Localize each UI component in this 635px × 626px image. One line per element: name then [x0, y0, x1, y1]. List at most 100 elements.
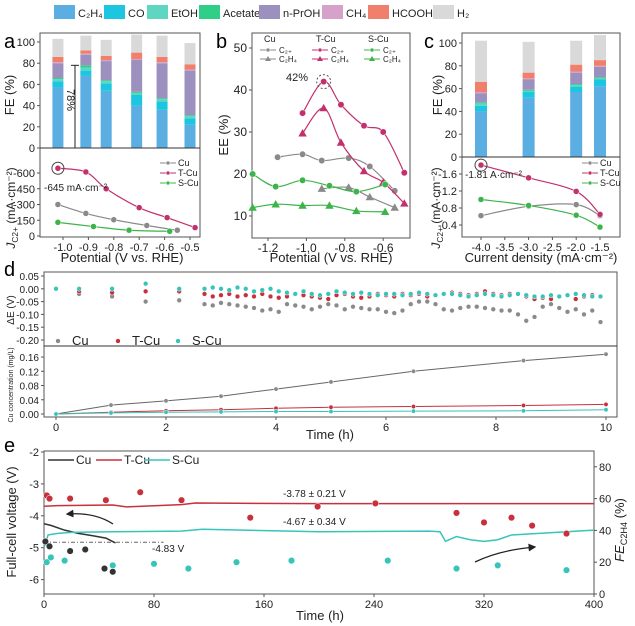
- conc-point-Cu: [603, 351, 609, 357]
- panel-d-conc-axis-title: Cu concentration (mg/L): [8, 347, 15, 422]
- de-point-S-Cu: [457, 292, 463, 298]
- de-point-S-Cu: [465, 293, 472, 300]
- panel-label-d: d: [4, 259, 15, 281]
- de-point-S-Cu: [556, 293, 562, 300]
- ee-point: [299, 176, 307, 184]
- de-point-S-Cu: [243, 286, 249, 292]
- panel-a-j-axis-title-sub: C2+: [10, 227, 20, 243]
- de-point-S-Cu: [581, 292, 587, 298]
- legend-label: Acetate: [223, 8, 260, 20]
- panel-c-j-axis-title-unit: (mA·cm⁻²): [429, 167, 443, 227]
- panel-e-v-tick-label: -5: [29, 543, 39, 555]
- ee-point: [390, 203, 399, 211]
- legend-marker: [165, 160, 171, 166]
- legend-marker: [165, 170, 171, 176]
- de-point-S-Cu: [597, 293, 604, 300]
- de-point-S-Cu: [523, 292, 529, 298]
- de-point-S-Cu: [424, 291, 430, 297]
- panel-d-x-tick-label: 0: [53, 422, 59, 434]
- bar-segment-1: [522, 92, 535, 98]
- bar-segment-1: [184, 118, 196, 125]
- panel-b-y-tick-label: 20: [234, 167, 248, 181]
- ee-point: [318, 157, 326, 165]
- fe-point-T-Cu: [136, 488, 144, 496]
- legend-label: EtOH: [171, 8, 198, 20]
- fe-point-S-Cu: [47, 553, 55, 561]
- de-point-Cu: [176, 297, 182, 303]
- de-point-Cu: [490, 306, 496, 312]
- conc-point-Cu: [521, 358, 526, 364]
- legend-marker: [317, 47, 323, 53]
- de-point-Cu: [366, 306, 373, 312]
- de-point-S-Cu: [251, 288, 257, 295]
- bar-segment-7: [80, 35, 92, 51]
- point-S-Cu: [525, 202, 532, 209]
- bar-segment-3: [156, 98, 168, 100]
- panel-a-x-tick-label: -0.5: [181, 242, 200, 254]
- panel-e-frame: [43, 450, 595, 595]
- panel-c-j-tick-label: -1.6: [438, 169, 457, 181]
- ee-point: [400, 199, 409, 207]
- ee-point: [325, 201, 334, 209]
- de-point-Cu: [523, 318, 529, 324]
- de-point-S-Cu: [507, 292, 513, 298]
- de-point-S-Cu: [449, 291, 455, 297]
- legend-label: S-Cu: [192, 333, 222, 348]
- de-point-Cu: [391, 310, 397, 316]
- bar-segment-2: [156, 99, 168, 102]
- legend-swatch-4: [259, 5, 280, 19]
- de-point-Cu: [358, 305, 364, 311]
- legend-swatch-5: [322, 5, 343, 19]
- panel-c-j-tick-label: -0.8: [438, 203, 457, 215]
- de-point-Cu: [276, 309, 282, 315]
- panel-e-x-tick-label: 160: [255, 599, 273, 611]
- bar-segment-0: [80, 75, 92, 148]
- de-point-Cu: [284, 301, 290, 307]
- annotation-s-cu: -4.67 ± 0.34 V: [283, 517, 346, 528]
- bar-segment-2: [594, 78, 606, 80]
- bar-segment-6: [570, 64, 583, 72]
- de-point-S-Cu: [375, 292, 381, 298]
- bar-segment-7: [100, 39, 112, 56]
- conc-point-T-Cu: [603, 401, 609, 407]
- panel-b-y-axis-title: EE (%): [216, 114, 231, 155]
- panel-a-x-tick-label: -1.0: [54, 242, 73, 254]
- legend-label: T-Cu: [178, 168, 198, 178]
- point-S-Cu: [477, 196, 485, 203]
- bar-segment-3: [52, 78, 64, 80]
- ee-point: [249, 170, 257, 178]
- de-point-S-Cu: [276, 288, 282, 295]
- de-point-Cu: [573, 306, 579, 312]
- panel-a-j-axis-title-unit: (mA·cm⁻²): [4, 167, 18, 227]
- panel-a-j-tick-label: -600: [13, 168, 35, 180]
- panel-c-x-tick-label: -3.0: [519, 242, 538, 254]
- voltage-line-Cu: [43, 523, 116, 544]
- point-S-Cu: [572, 211, 580, 219]
- de-point-Cu: [564, 309, 571, 315]
- de-point-S-Cu: [383, 291, 389, 297]
- panel-a-fe-tick-label: 60: [23, 79, 35, 91]
- fe-point-T-Cu: [177, 496, 186, 504]
- de-point-T-Cu: [234, 293, 241, 300]
- highlight-circle: [51, 161, 65, 175]
- panel-c-fe-tick-label: 40: [445, 106, 457, 118]
- panel-b-y-tick-label: 10: [234, 209, 248, 223]
- bar-segment-4: [80, 54, 92, 66]
- point-Cu: [572, 201, 580, 208]
- legend-marker: [165, 180, 171, 186]
- de-point-S-Cu: [408, 291, 414, 297]
- fe-point-Cu: [41, 537, 49, 546]
- j-181-annotation: -1.81 A·cm⁻²: [465, 170, 523, 181]
- ee-point: [325, 182, 333, 190]
- legend-label: CO: [128, 8, 145, 20]
- legend-swatch-1: [104, 5, 125, 19]
- legend-marker: [369, 56, 375, 61]
- de-point-Cu: [350, 304, 356, 310]
- fe-point-Cu: [66, 547, 74, 555]
- bar-segment-2: [80, 67, 92, 71]
- panel-c-fe-tick-label: 0: [451, 152, 457, 164]
- point-S-Cu: [596, 223, 604, 231]
- ee-point: [379, 128, 387, 136]
- bar-segment-2: [52, 79, 64, 82]
- de-point-S-Cu: [540, 293, 546, 300]
